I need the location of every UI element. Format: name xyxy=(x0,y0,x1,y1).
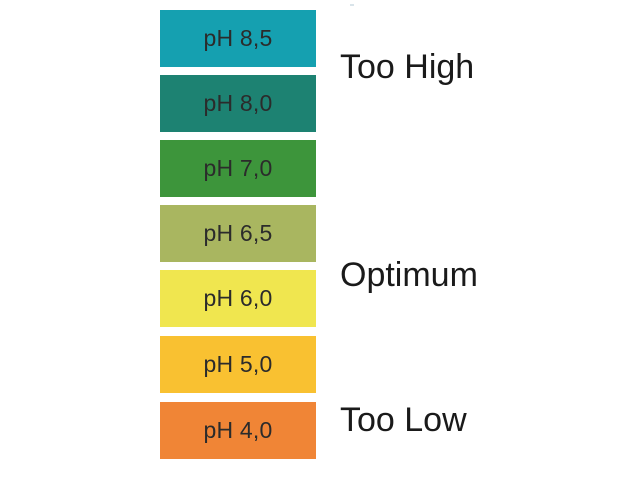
swatch-ph-4-0: pH 4,0 xyxy=(160,402,316,459)
swatch-ph-8-5: pH 8,5 xyxy=(160,10,316,67)
swatch-ph-8-0: pH 8,0 xyxy=(160,75,316,132)
decorative-mark xyxy=(350,4,354,6)
swatch-label: pH 7,0 xyxy=(203,155,273,181)
zone-label-too-high: Too High xyxy=(340,48,475,86)
zone-label-optimum: Optimum xyxy=(340,256,478,294)
swatch-label: pH 5,0 xyxy=(203,351,273,377)
swatch-label: pH 6,5 xyxy=(203,220,273,246)
swatch-label: pH 6,0 xyxy=(203,285,273,311)
swatch-label: pH 4,0 xyxy=(203,417,273,443)
swatch-ph-6-0: pH 6,0 xyxy=(160,270,316,327)
swatch-ph-5-0: pH 5,0 xyxy=(160,336,316,393)
zone-label-too-low: Too Low xyxy=(340,401,467,439)
swatch-ph-6-5: pH 6,5 xyxy=(160,205,316,262)
swatch-ph-7-0: pH 7,0 xyxy=(160,140,316,197)
swatch-label: pH 8,0 xyxy=(203,90,273,116)
swatch-label: pH 8,5 xyxy=(203,25,273,51)
